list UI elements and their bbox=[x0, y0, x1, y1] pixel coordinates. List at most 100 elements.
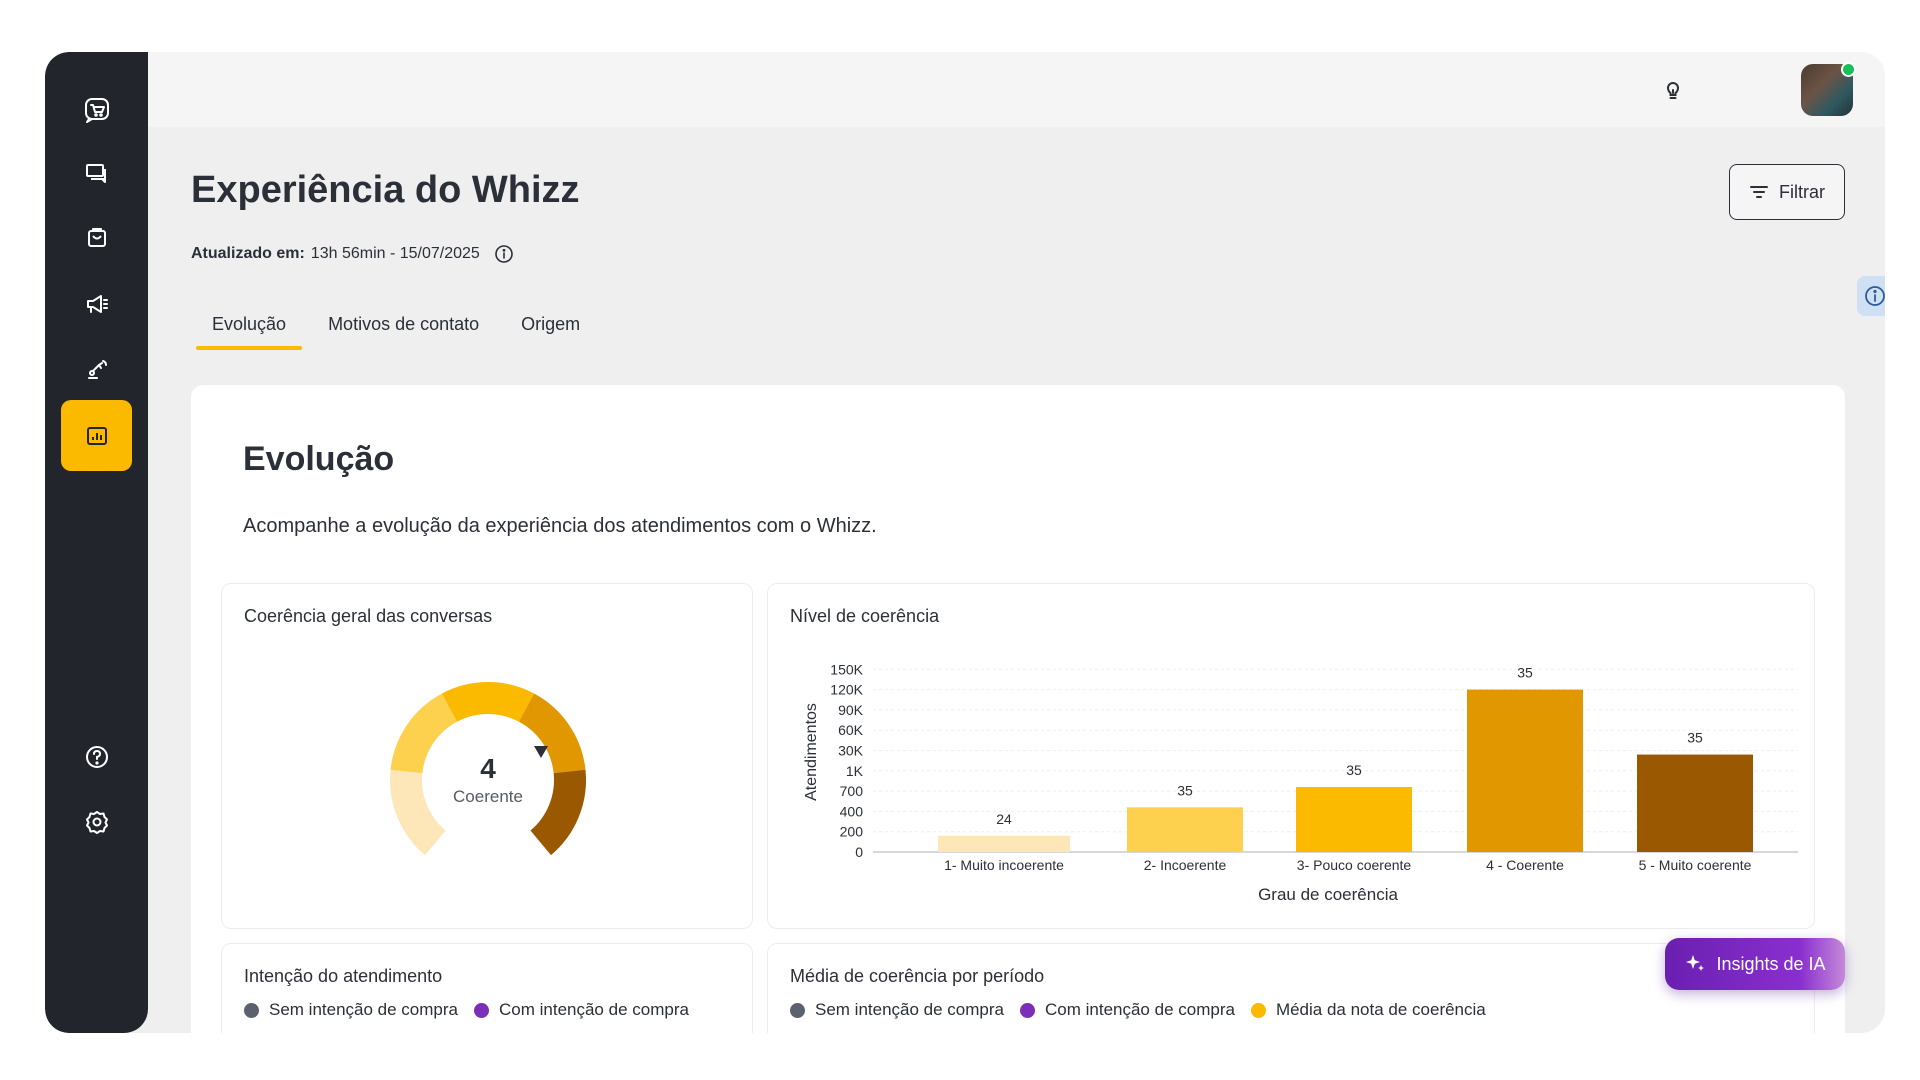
x-tick-label: 3- Pouco coerente bbox=[1297, 857, 1412, 873]
side-info-tab[interactable] bbox=[1857, 276, 1885, 316]
y-axis-label: Atendimentos bbox=[803, 703, 820, 801]
filter-icon bbox=[1750, 186, 1768, 198]
updated-timestamp: Atualizado em: 13h 56min - 15/07/2025 bbox=[191, 244, 514, 264]
legend-dot bbox=[244, 1002, 259, 1018]
insights-label: Insights de IA bbox=[1716, 953, 1826, 974]
bar-data-label: 35 bbox=[1346, 762, 1362, 778]
legend-dot bbox=[474, 1002, 489, 1018]
bar-data-label: 24 bbox=[996, 811, 1012, 827]
bar-data-label: 35 bbox=[1517, 665, 1533, 681]
evolution-card: Evolução Acompanhe a evolução da experiê… bbox=[191, 385, 1845, 1033]
panel-title: Média de coerência por período bbox=[790, 966, 1045, 986]
bar[interactable] bbox=[1467, 689, 1583, 852]
page-title: Experiência do Whizz bbox=[191, 169, 580, 211]
legend-dot bbox=[1250, 1002, 1266, 1018]
legend-dot bbox=[790, 1002, 805, 1018]
updated-value: 13h 56min - 15/07/2025 bbox=[310, 245, 480, 262]
y-tick-label: 30K bbox=[838, 743, 864, 759]
ai-insights-button[interactable]: Insights de IA bbox=[1665, 938, 1845, 990]
home-logo-button[interactable] bbox=[61, 74, 132, 145]
legend-label: Média da nota de coerência bbox=[1275, 1000, 1486, 1019]
report-chart-icon bbox=[86, 426, 107, 445]
online-status-dot bbox=[1841, 62, 1856, 77]
sidebar-item-automation[interactable] bbox=[61, 334, 132, 405]
filter-label: Filtrar bbox=[1779, 181, 1825, 202]
panel-title: Nível de coerência bbox=[790, 606, 940, 626]
average-coherence-panel: Média de coerência por período Sem inten… bbox=[767, 943, 1815, 1033]
y-tick-label: 150K bbox=[830, 661, 863, 677]
lightbulb-icon[interactable] bbox=[1660, 76, 1686, 102]
panel-title: Coerência geral das conversas bbox=[244, 606, 493, 626]
chat-icon bbox=[85, 163, 106, 183]
sidebar-item-conversations[interactable] bbox=[61, 137, 132, 208]
sparkle-icon bbox=[1686, 955, 1705, 971]
cart-chat-icon bbox=[84, 97, 109, 123]
legend-item: Com intenção de compra bbox=[1020, 1000, 1235, 1020]
legend-dot bbox=[1020, 1002, 1035, 1018]
tab-motivos-de-contato[interactable]: Motivos de contato bbox=[328, 314, 480, 334]
legend-label: Sem intenção de compra bbox=[269, 1000, 458, 1019]
filter-button[interactable]: Filtrar bbox=[1729, 164, 1845, 220]
tab-origem[interactable]: Origem bbox=[521, 314, 581, 334]
legend-item: Com intenção de compra bbox=[474, 1000, 689, 1020]
gauge-segment bbox=[390, 769, 447, 856]
settings-icon bbox=[85, 810, 108, 834]
top-bar bbox=[148, 52, 1885, 127]
bar-data-label: 35 bbox=[1687, 730, 1703, 746]
sidebar-item-help[interactable] bbox=[61, 721, 132, 792]
coherence-level-panel: Nível de coerência 0 200 400 700 1K 30K 60K 90K… bbox=[767, 583, 1815, 929]
sidebar-item-settings[interactable] bbox=[61, 786, 132, 857]
panel-title: Intenção do atendimento bbox=[244, 966, 443, 986]
sidebar-item-reports[interactable] bbox=[61, 400, 132, 471]
x-tick-label: 1- Muito incoerente bbox=[944, 857, 1064, 873]
coherence-gauge: 4 Coerente bbox=[390, 682, 586, 856]
y-tick-label: 400 bbox=[840, 803, 864, 819]
y-tick-label: 0 bbox=[855, 844, 863, 860]
coherence-gauge-panel: Coerência geral das conversas 4 Coerente bbox=[221, 583, 753, 929]
intent-panel: Intenção do atendimento Sem intenção de … bbox=[221, 943, 753, 1033]
info-icon[interactable] bbox=[494, 244, 514, 264]
gauge-segment bbox=[529, 769, 586, 856]
legend-item: Sem intenção de compra bbox=[244, 1000, 458, 1020]
updated-label: Atualizado em: bbox=[191, 245, 305, 262]
legend-label: Sem intenção de compra bbox=[815, 1000, 1004, 1019]
gauge-value: 4 bbox=[480, 753, 496, 784]
x-tick-label: 5 - Muito coerente bbox=[1639, 857, 1752, 873]
legend-item: Média da nota de coerência bbox=[1250, 1000, 1486, 1020]
bar-data-label: 35 bbox=[1177, 782, 1193, 798]
coherence-bar-chart: 0 200 400 700 1K 30K 60K 90K 120K 150K Atendimento… bbox=[803, 661, 1798, 904]
intent-legend: Sem intenção de compra Com intenção de c… bbox=[244, 1000, 689, 1020]
gauge-segment bbox=[441, 682, 535, 723]
bar[interactable] bbox=[1637, 754, 1753, 852]
bar[interactable] bbox=[1296, 787, 1412, 852]
bag-icon bbox=[87, 227, 106, 247]
x-tick-label: 2- Incoerente bbox=[1144, 857, 1227, 873]
robot-arm-icon bbox=[87, 359, 107, 379]
app-frame: Experiência do Whizz Atualizado em: 13h … bbox=[45, 52, 1885, 1033]
sidebar-item-orders[interactable] bbox=[61, 202, 132, 273]
sidebar bbox=[45, 52, 148, 1033]
gauge-label: Coerente bbox=[453, 787, 523, 806]
bar[interactable] bbox=[1127, 807, 1243, 852]
gauge-pointer bbox=[534, 746, 548, 758]
gauge-segment bbox=[518, 693, 586, 774]
megaphone-icon bbox=[86, 294, 108, 313]
y-tick-label: 90K bbox=[838, 702, 864, 718]
section-subtitle: Acompanhe a evolução da experiência dos … bbox=[243, 515, 877, 537]
legend-item: Sem intenção de compra bbox=[790, 1000, 1004, 1020]
bar[interactable] bbox=[938, 835, 1070, 852]
info-icon bbox=[1865, 286, 1885, 306]
sidebar-item-campaigns[interactable] bbox=[61, 268, 132, 339]
y-tick-label: 120K bbox=[830, 682, 863, 698]
x-tick-label: 4 - Coerente bbox=[1486, 857, 1564, 873]
y-tick-label: 700 bbox=[840, 783, 864, 799]
tab-bar: Evolução Motivos de contato Origem bbox=[191, 314, 601, 350]
tab-evolucao[interactable]: Evolução bbox=[191, 314, 307, 350]
help-icon bbox=[85, 745, 108, 768]
average-legend: Sem intenção de compra Com intenção de c… bbox=[790, 1000, 1486, 1020]
y-tick-label: 200 bbox=[840, 824, 864, 840]
legend-label: Com intenção de compra bbox=[1045, 1000, 1235, 1019]
section-title: Evolução bbox=[243, 440, 395, 478]
y-tick-label: 60K bbox=[838, 722, 864, 738]
legend-label: Com intenção de compra bbox=[499, 1000, 689, 1019]
